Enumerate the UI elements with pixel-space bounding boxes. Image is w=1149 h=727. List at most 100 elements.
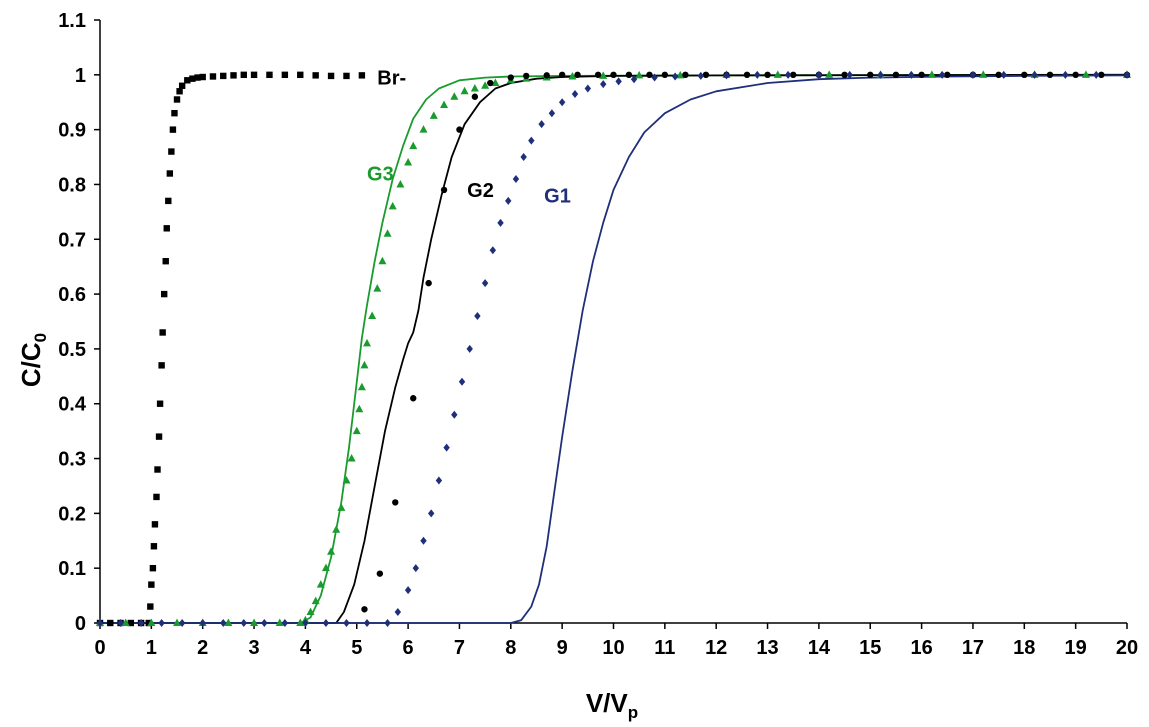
x-tick-label: 18 <box>1013 637 1035 659</box>
point-g1 <box>548 109 556 118</box>
point-g1 <box>969 70 977 79</box>
point-g2 <box>574 71 581 79</box>
point-g1 <box>497 218 504 227</box>
point-g2 <box>743 71 751 79</box>
point-g1 <box>584 84 592 93</box>
fit-line-g2 <box>100 73 1128 624</box>
point-g3 <box>599 71 608 79</box>
point-br <box>194 74 201 81</box>
point-g3 <box>419 125 428 133</box>
y-tick-label: 0.1 <box>58 558 86 580</box>
point-g1 <box>96 619 104 627</box>
x-tick-label: 10 <box>602 637 624 659</box>
point-g3 <box>357 382 366 391</box>
point-g1 <box>343 619 350 627</box>
point-g2 <box>702 71 710 79</box>
point-g3 <box>383 229 392 237</box>
point-g1 <box>474 312 481 321</box>
point-g1 <box>322 619 330 627</box>
point-br <box>160 290 168 298</box>
x-tick-label: 11 <box>654 637 675 659</box>
point-g3 <box>352 426 361 435</box>
point-g2 <box>456 126 463 133</box>
point-g2 <box>361 606 368 613</box>
point-br <box>297 71 304 79</box>
point-g3 <box>250 618 259 626</box>
point-br <box>173 96 181 103</box>
point-br <box>168 148 175 155</box>
point-g1 <box>630 75 638 84</box>
point-br <box>165 197 172 205</box>
point-g3 <box>450 92 459 100</box>
point-br <box>149 564 157 572</box>
point-br <box>266 71 273 79</box>
y-tick-label: 0.9 <box>58 120 86 142</box>
point-br <box>154 466 161 473</box>
point-g3 <box>321 563 330 572</box>
label-g3: G3 <box>367 163 394 185</box>
point-g2 <box>507 74 514 81</box>
fit-line-g1 <box>100 74 1128 624</box>
series-labels: Br- G3 G2 G1 <box>367 68 571 208</box>
series-g2 <box>361 71 1131 613</box>
point-g1 <box>505 196 512 205</box>
point-g2 <box>523 72 530 80</box>
point-g3 <box>173 618 182 626</box>
point-g2 <box>995 71 1002 79</box>
point-g2 <box>918 71 925 79</box>
point-br <box>281 71 289 79</box>
y-tick-label: 0.2 <box>58 503 86 525</box>
x-tick-label: 3 <box>248 637 259 659</box>
point-br <box>169 126 177 133</box>
x-tick-label: 0 <box>94 637 105 659</box>
point-g3 <box>327 547 336 555</box>
point-br <box>230 72 237 79</box>
point-g1 <box>520 153 527 162</box>
point-g1 <box>117 619 124 627</box>
point-g1 <box>137 619 145 627</box>
point-br <box>158 362 165 369</box>
point-br <box>171 109 178 117</box>
point-br <box>153 493 160 501</box>
point-g3 <box>460 86 469 95</box>
point-br <box>148 581 155 588</box>
point-g3 <box>275 618 284 626</box>
point-g2 <box>440 186 448 194</box>
point-g3 <box>121 618 130 626</box>
point-g1 <box>538 120 545 129</box>
point-g2 <box>682 71 689 79</box>
point-g1 <box>784 70 792 79</box>
point-br <box>159 329 166 336</box>
point-g2 <box>764 71 771 79</box>
point-g3 <box>306 607 315 616</box>
data-points <box>96 70 1131 627</box>
point-g1 <box>412 564 420 573</box>
x-tick-label: 17 <box>962 637 984 659</box>
point-g1 <box>394 608 402 617</box>
point-br <box>107 619 114 627</box>
point-g1 <box>651 73 658 82</box>
point-g2 <box>661 71 669 79</box>
point-g3 <box>825 70 834 78</box>
y-tick-label: 0.8 <box>58 174 86 196</box>
point-g3 <box>147 618 156 626</box>
point-g1 <box>466 344 473 353</box>
point-g3 <box>311 596 320 605</box>
point-br <box>162 258 169 265</box>
point-g1 <box>458 377 466 386</box>
point-br <box>312 72 319 79</box>
point-g3 <box>373 284 382 292</box>
point-g3 <box>927 70 936 78</box>
label-g2: G2 <box>467 180 494 202</box>
axes <box>99 20 1127 624</box>
point-g3 <box>404 158 413 166</box>
x-tick-label: 4 <box>300 637 312 659</box>
point-br <box>151 521 159 528</box>
point-g1 <box>600 80 607 89</box>
x-tick-label: 8 <box>505 637 516 659</box>
point-g3 <box>1081 70 1090 78</box>
point-g2 <box>1072 71 1079 79</box>
point-g1 <box>428 509 435 518</box>
point-g2 <box>594 71 602 79</box>
